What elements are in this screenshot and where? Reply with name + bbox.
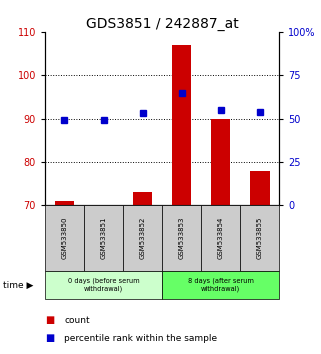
- Text: 8 days (after serum
withdrawal): 8 days (after serum withdrawal): [188, 278, 254, 292]
- Bar: [162, 271, 279, 299]
- Text: 0 days (before serum
withdrawal): 0 days (before serum withdrawal): [68, 278, 139, 292]
- Bar: [240, 205, 279, 271]
- Bar: [162, 205, 201, 271]
- Bar: [250, 171, 270, 205]
- Text: GSM533850: GSM533850: [61, 217, 67, 259]
- Text: percentile rank within the sample: percentile rank within the sample: [64, 333, 217, 343]
- Bar: [55, 201, 74, 205]
- Text: GSM533855: GSM533855: [257, 217, 263, 259]
- Bar: [211, 119, 230, 205]
- Bar: [123, 205, 162, 271]
- Text: GSM533854: GSM533854: [218, 217, 224, 259]
- Text: GSM533853: GSM533853: [178, 217, 185, 259]
- Text: ■: ■: [45, 333, 54, 343]
- Bar: [45, 271, 162, 299]
- Bar: [84, 205, 123, 271]
- Title: GDS3851 / 242887_at: GDS3851 / 242887_at: [86, 17, 239, 31]
- Bar: [201, 205, 240, 271]
- Text: count: count: [64, 316, 90, 325]
- Text: GSM533852: GSM533852: [140, 217, 146, 259]
- Bar: [172, 45, 191, 205]
- Bar: [45, 205, 84, 271]
- Text: GSM533851: GSM533851: [100, 217, 107, 259]
- Text: ■: ■: [45, 315, 54, 325]
- Bar: [133, 192, 152, 205]
- Text: time ▶: time ▶: [3, 280, 34, 290]
